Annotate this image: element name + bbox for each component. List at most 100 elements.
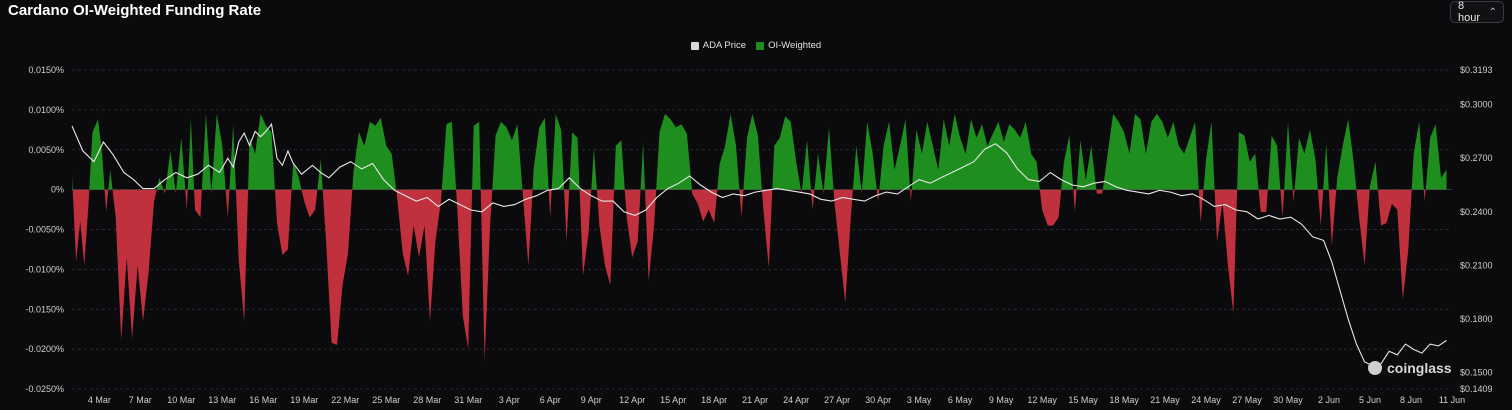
interval-select-label: 8 hour [1458,0,1481,24]
x-tick-label: 27 Apr [824,395,850,405]
x-tick-label: 2 Jun [1318,395,1340,405]
funding-negative-area [564,189,570,242]
funding-negative-area [163,189,166,194]
ada-price-line [71,122,1447,367]
funding-positive-area [823,127,834,190]
legend-swatch-ada-price [690,41,699,50]
x-tick-label: 3 May [907,395,932,405]
legend-item-oi-weighted[interactable]: OI-Weighted [756,40,821,51]
funding-negative-area [761,189,773,268]
funding-positive-area [352,117,397,190]
y-left-tick-label: -0.0150% [25,304,64,314]
funding-positive-area [1061,135,1074,190]
funding-positive-area [441,121,457,190]
funding-positive-area [640,143,645,190]
funding-negative-area [861,189,862,194]
funding-negative-area [185,189,188,210]
funding-positive-area [187,119,195,190]
funding-negative-area [225,189,230,218]
funding-positive-area [291,161,302,190]
funding-negative-area [739,189,744,218]
funding-positive-area [656,113,692,190]
funding-positive-area [569,132,580,190]
funding-positive-area [1267,135,1281,190]
funding-positive-area [1336,119,1357,190]
funding-positive-area [802,140,811,190]
x-tick-label: 24 Apr [783,395,809,405]
funding-positive-area [879,119,911,190]
funding-positive-area [72,175,73,190]
funding-negative-area [72,189,90,266]
x-tick-label: 8 Jun [1400,395,1422,405]
funding-positive-area [772,116,801,190]
funding-positive-area [532,117,549,190]
funding-negative-area [301,189,318,218]
y-right-tick-label: $0.1500 [1460,368,1493,378]
y-right-tick-label: $0.3193 [1460,65,1493,75]
funding-negative-area [211,189,212,194]
x-tick-label: 13 Mar [208,395,236,405]
interval-select[interactable]: 8 hour ⌃ [1450,0,1504,24]
y-left-tick-label: -0.0200% [25,344,64,354]
y-left-tick-label: -0.0050% [25,225,64,235]
funding-negative-area [1198,189,1204,224]
funding-negative-area [1328,189,1337,246]
funding-positive-area [248,113,275,190]
funding-positive-area [211,113,226,190]
funding-negative-area [811,189,815,210]
funding-positive-area [229,124,236,190]
funding-negative-area [1073,189,1077,212]
funding-positive-area [614,140,625,190]
funding-positive-area [1203,121,1215,190]
y-right-tick-label: $0.1800 [1460,314,1493,324]
x-tick-label: 10 Mar [167,395,195,405]
x-tick-label: 6 May [948,395,973,405]
x-tick-label: 3 Apr [499,395,520,405]
funding-negative-area [692,189,718,224]
funding-positive-area [472,121,481,190]
funding-negative-area [876,189,880,202]
funding-positive-area [201,113,212,190]
x-tick-label: 4 Mar [88,395,111,405]
x-tick-label: 18 Apr [701,395,727,405]
funding-positive-area [1323,143,1329,190]
x-tick-label: 15 May [1068,395,1098,405]
funding-negative-area [1096,189,1103,194]
x-tick-label: 6 Apr [540,395,561,405]
funding-negative-area [456,189,473,350]
funding-negative-area [1423,189,1426,202]
funding-negative-area [596,189,615,286]
y-left-tick-label: 0.0150% [28,65,64,75]
funding-negative-area [194,189,202,218]
funding-positive-area [814,153,823,190]
funding-positive-area [591,148,597,190]
funding-positive-area [176,137,186,190]
y-left-tick-label: 0.0050% [28,145,64,155]
y-left-tick-label: -0.0100% [25,264,64,274]
x-tick-label: 19 Mar [290,395,318,405]
funding-negative-area [1377,189,1412,300]
up-down-caret-icon: ⌃ [1488,6,1497,18]
y-right-tick-label: $0.1409 [1460,384,1493,394]
funding-negative-area [322,189,353,346]
x-tick-label: 28 Mar [413,395,441,405]
x-tick-label: 9 May [989,395,1014,405]
funding-positive-area [1425,124,1447,190]
funding-negative-area [1292,189,1295,202]
funding-positive-area [911,113,1040,190]
funding-negative-area [104,189,109,212]
y-right-tick-label: $0.2700 [1460,153,1493,163]
y-left-tick-label: -0.0250% [25,384,64,394]
x-tick-label: 31 Mar [454,395,482,405]
legend-item-ada-price[interactable]: ADA Price [690,40,746,51]
funding-positive-area [1102,113,1199,190]
x-tick-label: 30 Apr [865,395,891,405]
funding-positive-area [165,151,176,190]
funding-negative-area [822,189,824,194]
funding-positive-area [1411,121,1424,190]
funding-positive-area [743,113,762,190]
funding-negative-area [833,189,853,303]
coinglass-watermark: coinglass [1368,360,1452,376]
funding-negative-area [480,189,493,362]
